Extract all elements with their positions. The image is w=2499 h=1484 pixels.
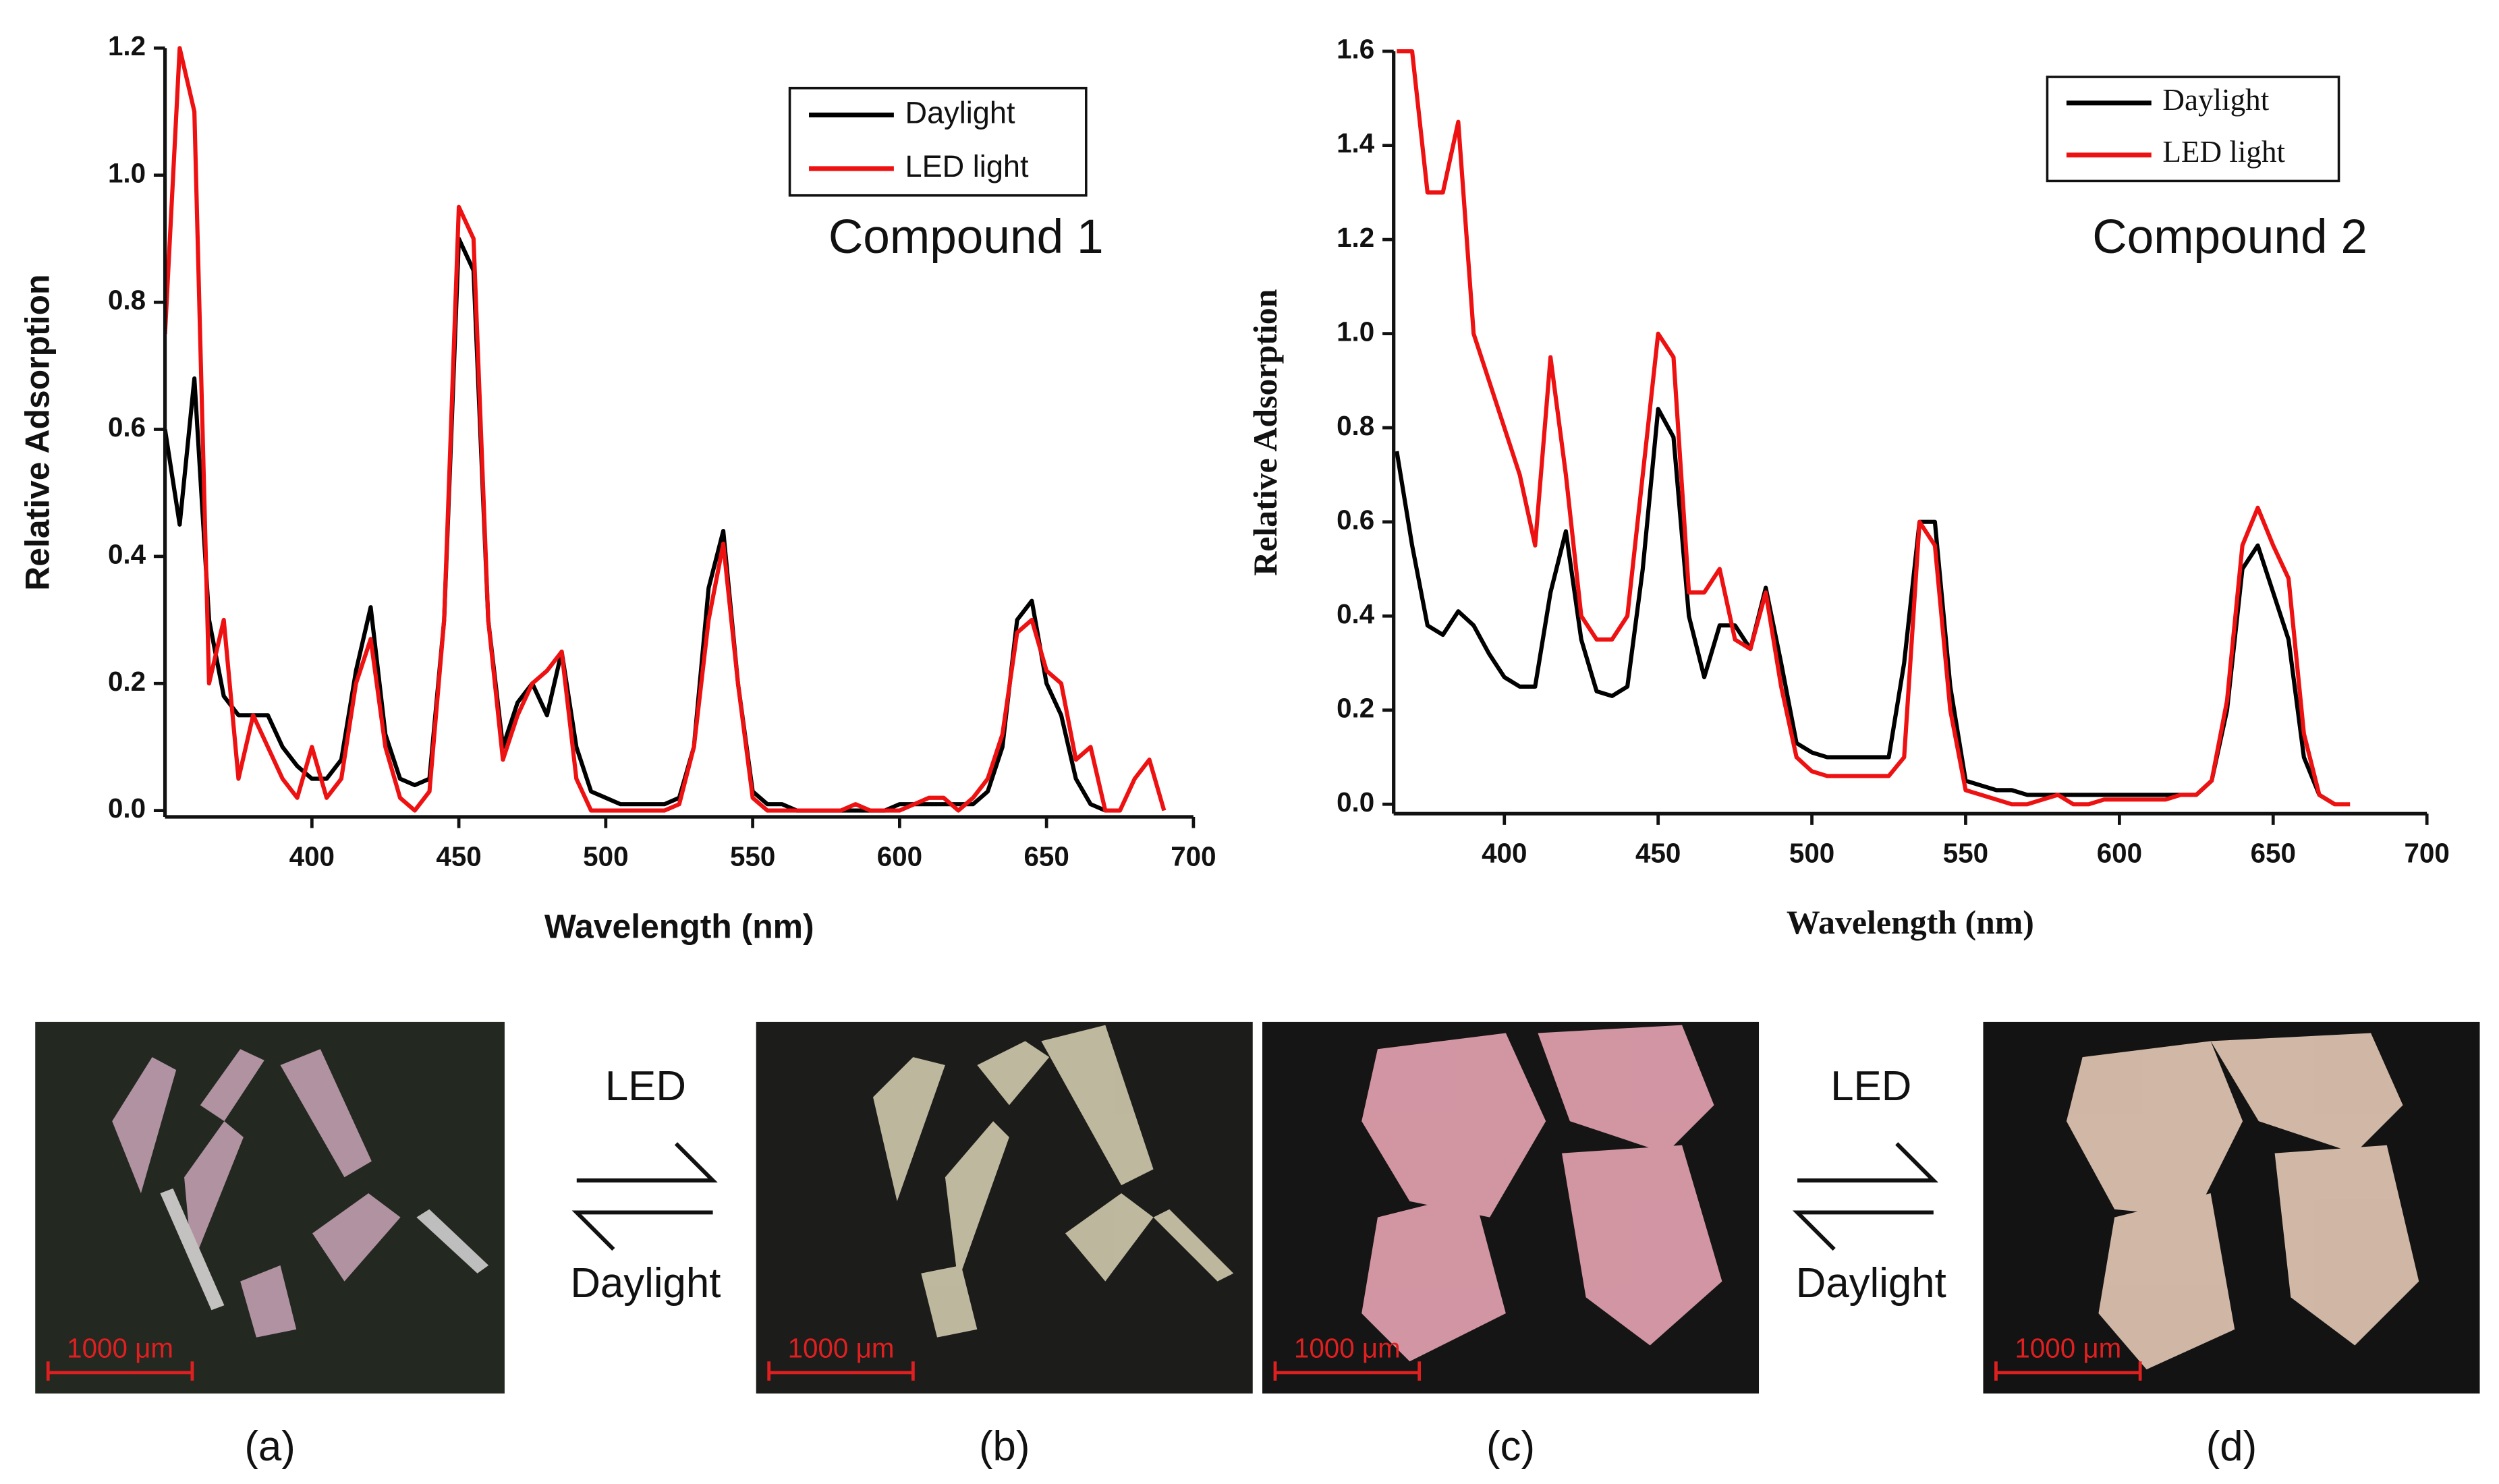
x-tick-label: 500 <box>583 840 628 872</box>
equilibrium-arrow <box>571 1142 1939 1251</box>
scale-label: 1000 μm <box>67 1332 173 1363</box>
x-tick-label: 400 <box>289 840 335 872</box>
panel-label: (a) <box>244 1423 295 1470</box>
panel-label: (d) <box>2206 1423 2257 1470</box>
panel-label: (b) <box>979 1423 1030 1470</box>
y-tick-label: 1.2 <box>108 30 146 61</box>
arrow-label: Daylight <box>1796 1260 1946 1307</box>
scale-label: 1000 μm <box>1294 1332 1401 1363</box>
y-tick-label: 1.4 <box>1337 127 1375 159</box>
y-tick-label: 0.0 <box>108 793 146 824</box>
x-tick-label: 400 <box>1482 838 1527 869</box>
legend-box <box>2046 76 2340 183</box>
legend-label: LED light <box>905 149 1030 183</box>
x-tick-label: 700 <box>1171 840 1216 872</box>
arrow-label: LED <box>605 1063 686 1110</box>
y-tick-label: 0.4 <box>108 538 146 569</box>
panel-label: (c) <box>1486 1423 1535 1470</box>
data-line <box>165 236 1106 813</box>
photo-a <box>35 1021 505 1394</box>
y-tick-label: 0.8 <box>108 285 146 316</box>
arrow-label: Daylight <box>570 1260 721 1307</box>
legend-label: Daylight <box>905 95 1015 130</box>
legend-label: LED light <box>2162 135 2285 169</box>
photo-b <box>756 1021 1253 1394</box>
y-tick-label: 0.4 <box>1337 598 1375 629</box>
annotation: Compound 1 <box>829 210 1104 264</box>
y-tick-label: 1.6 <box>1337 34 1374 65</box>
x-tick-label: 550 <box>1943 838 1988 869</box>
arrow-label: LED <box>1830 1063 1911 1110</box>
legend-box <box>788 86 1088 197</box>
x-tick-label: 650 <box>2251 838 2296 869</box>
chart: 400 450 500 550 600 650 700 0.0 0.2 0.4 0.6 0.8 1.0 1… <box>1247 34 2450 941</box>
y-tick-label: 1.0 <box>1337 316 1374 347</box>
y-tick-label: 1.0 <box>108 157 146 188</box>
photo-c <box>1262 1021 1760 1394</box>
x-tick-label: 700 <box>2404 838 2449 869</box>
y-tick-label: 0.2 <box>108 666 146 697</box>
y-tick-label: 0.0 <box>1337 787 1374 818</box>
scale-label: 1000 μm <box>2015 1332 2121 1363</box>
chart: 400 450 500 550 600 650 700 0.0 0.2 0.4 0.6 0.8 1.0 1… <box>19 30 1216 945</box>
plot-area <box>1395 49 2351 807</box>
y-axis-title: Relative Adsorption <box>1247 289 1284 576</box>
scale-label: 1000 μm <box>788 1332 895 1363</box>
y-tick-label: 0.6 <box>1337 504 1374 535</box>
data-line <box>165 46 1167 813</box>
y-axis-title: Relative Adsorption <box>19 275 57 591</box>
x-axis-title: Wavelength (nm) <box>544 907 814 945</box>
x-tick-label: 650 <box>1023 840 1069 872</box>
y-tick-label: 0.8 <box>1337 410 1374 441</box>
x-tick-label: 450 <box>1635 838 1681 869</box>
data-line <box>1397 49 2351 807</box>
y-tick-label: 1.2 <box>1337 222 1374 253</box>
plot-area <box>165 46 1167 813</box>
photo-d <box>1983 1021 2480 1394</box>
x-tick-label: 600 <box>877 840 922 872</box>
x-axis-title: Wavelength (nm) <box>1787 904 2034 941</box>
annotation: Compound 2 <box>2092 210 2367 264</box>
legend-label: Daylight <box>2162 83 2269 117</box>
x-tick-label: 450 <box>436 840 481 872</box>
y-tick-label: 0.2 <box>1337 692 1374 723</box>
x-tick-label: 550 <box>730 840 775 872</box>
x-tick-label: 500 <box>1789 838 1834 869</box>
x-tick-label: 600 <box>2097 838 2142 869</box>
data-line <box>1395 407 2336 806</box>
y-tick-label: 0.6 <box>108 411 146 443</box>
